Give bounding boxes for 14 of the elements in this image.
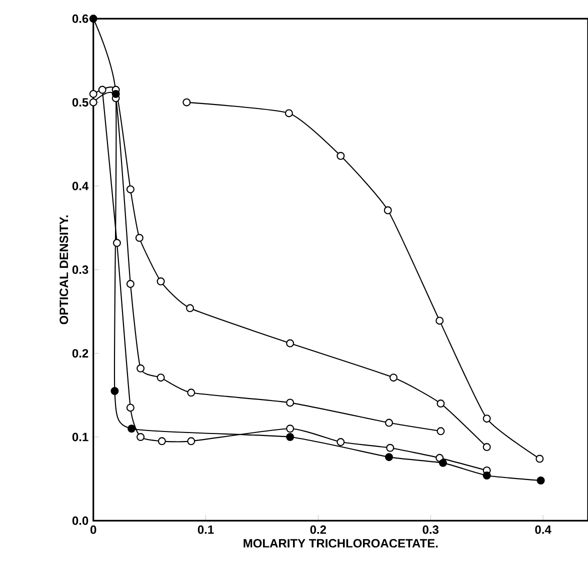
x-axis-title: MOLARITY TRICHLOROACETATE. xyxy=(244,539,438,548)
y-tick-label: 0.3 xyxy=(72,265,88,274)
y-axis-title: OPTICAL DENSITY. xyxy=(60,215,68,324)
x-tick-label: 0.1 xyxy=(198,525,214,534)
x-tick-label: 0.4 xyxy=(535,525,552,534)
x-tick-label: 0.3 xyxy=(422,525,439,534)
y-tick-label: 0.6 xyxy=(72,14,88,23)
x-tick-label: 0 xyxy=(90,525,96,534)
y-tick-label: 0.4 xyxy=(72,182,89,190)
y-tick-label: 0.2 xyxy=(72,349,88,358)
y-tick-label: 0.0 xyxy=(72,516,88,525)
x-tick-label: 0.2 xyxy=(310,525,326,534)
y-tick-label: 0.1 xyxy=(72,432,88,442)
y-tick-label: 0.5 xyxy=(72,98,88,107)
